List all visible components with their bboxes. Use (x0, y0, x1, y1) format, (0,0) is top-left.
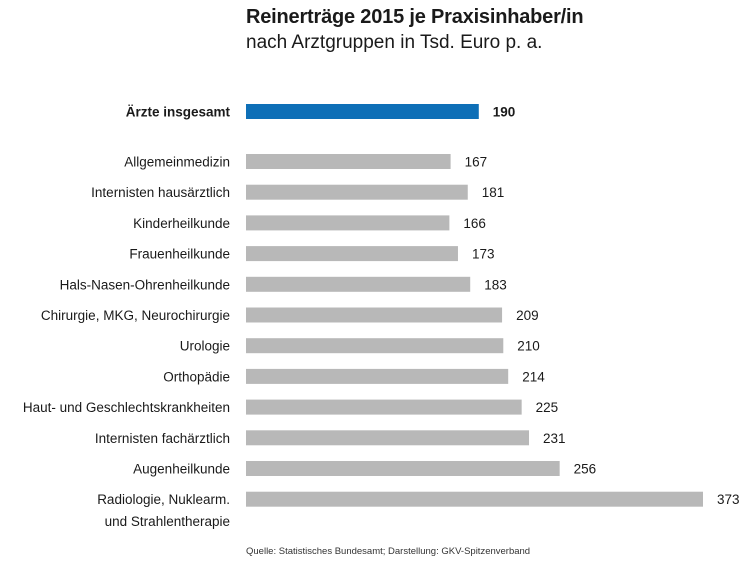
category-label-11: Augenheilkunde (133, 462, 230, 477)
bar-4 (246, 246, 458, 262)
category-label-12-line-0: Radiologie, Nuklearm. (97, 492, 230, 507)
category-label-8: Orthopädie (163, 369, 230, 384)
category-label-9: Haut- und Geschlechtskrankheiten (23, 400, 230, 415)
category-label-4: Frauenheilkunde (129, 247, 230, 262)
value-label-0: 190 (493, 105, 516, 120)
category-label-5: Hals-Nasen-Ohrenheilkunde (60, 277, 230, 292)
value-label-8: 214 (522, 369, 545, 384)
value-label-9: 225 (536, 400, 559, 415)
bar-12 (246, 491, 703, 507)
chart-title: Reinerträge 2015 je Praxisinhaber/in (246, 6, 584, 28)
category-label-1: Allgemeinmedizin (124, 155, 230, 170)
value-label-6: 209 (516, 308, 539, 323)
bar-0 (246, 104, 479, 119)
bar-2 (246, 184, 468, 200)
bar-8 (246, 368, 509, 384)
category-label-3: Kinderheilkunde (133, 216, 230, 231)
chart-subtitle: nach Arztgruppen in Tsd. Euro p. a. (246, 32, 543, 53)
value-label-1: 167 (465, 155, 488, 170)
value-label-11: 256 (574, 462, 597, 477)
bar-6 (246, 307, 503, 323)
category-label-7: Urologie (180, 339, 230, 354)
value-label-10: 231 (543, 431, 566, 446)
bar-7 (246, 338, 504, 354)
category-label-12-line-1: und Strahlentherapie (105, 514, 230, 529)
value-label-5: 183 (484, 277, 507, 292)
bar-11 (246, 461, 560, 476)
bar-10 (246, 430, 530, 446)
category-label-0: Ärzte insgesamt (126, 105, 231, 120)
value-label-2: 181 (482, 185, 505, 200)
bar-3 (246, 215, 450, 231)
source-note: Quelle: Statistisches Bundesamt; Darstel… (246, 546, 531, 557)
category-label-2: Internisten hausärztlich (91, 185, 230, 200)
value-label-4: 173 (472, 247, 495, 262)
bar-1 (246, 154, 451, 169)
value-label-3: 166 (463, 216, 486, 231)
category-label-6: Chirurgie, MKG, Neurochirurgie (41, 308, 230, 323)
bar-9 (246, 399, 522, 415)
category-label-10: Internisten fachärztlich (95, 431, 230, 446)
value-label-12: 373 (717, 492, 740, 507)
value-label-7: 210 (517, 339, 540, 354)
bar-5 (246, 276, 471, 292)
